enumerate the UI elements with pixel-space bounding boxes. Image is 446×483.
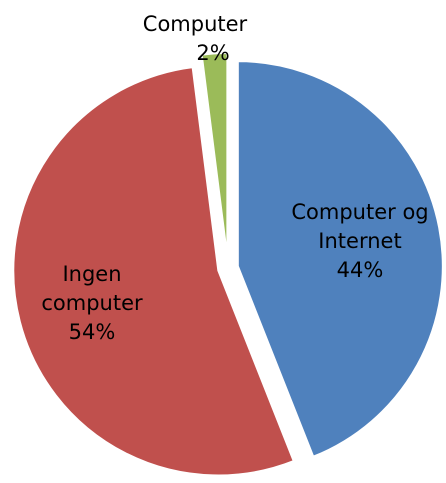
category-label: Computer og Internet [291, 200, 429, 253]
slice-label: Ingen computer 54% [17, 260, 167, 347]
pie-slice [200, 52, 229, 259]
value-label: 44% [336, 258, 384, 282]
pie-slice [12, 65, 296, 477]
category-label: Ingen computer [41, 262, 143, 315]
value-label: 54% [68, 320, 116, 344]
category-label: Computer [142, 12, 248, 36]
value-label: 2% [196, 41, 230, 65]
slice-label: Computer og Internet 44% [280, 198, 440, 285]
pie-slice [236, 60, 444, 459]
slice-label: Computer 2% [115, 10, 275, 68]
